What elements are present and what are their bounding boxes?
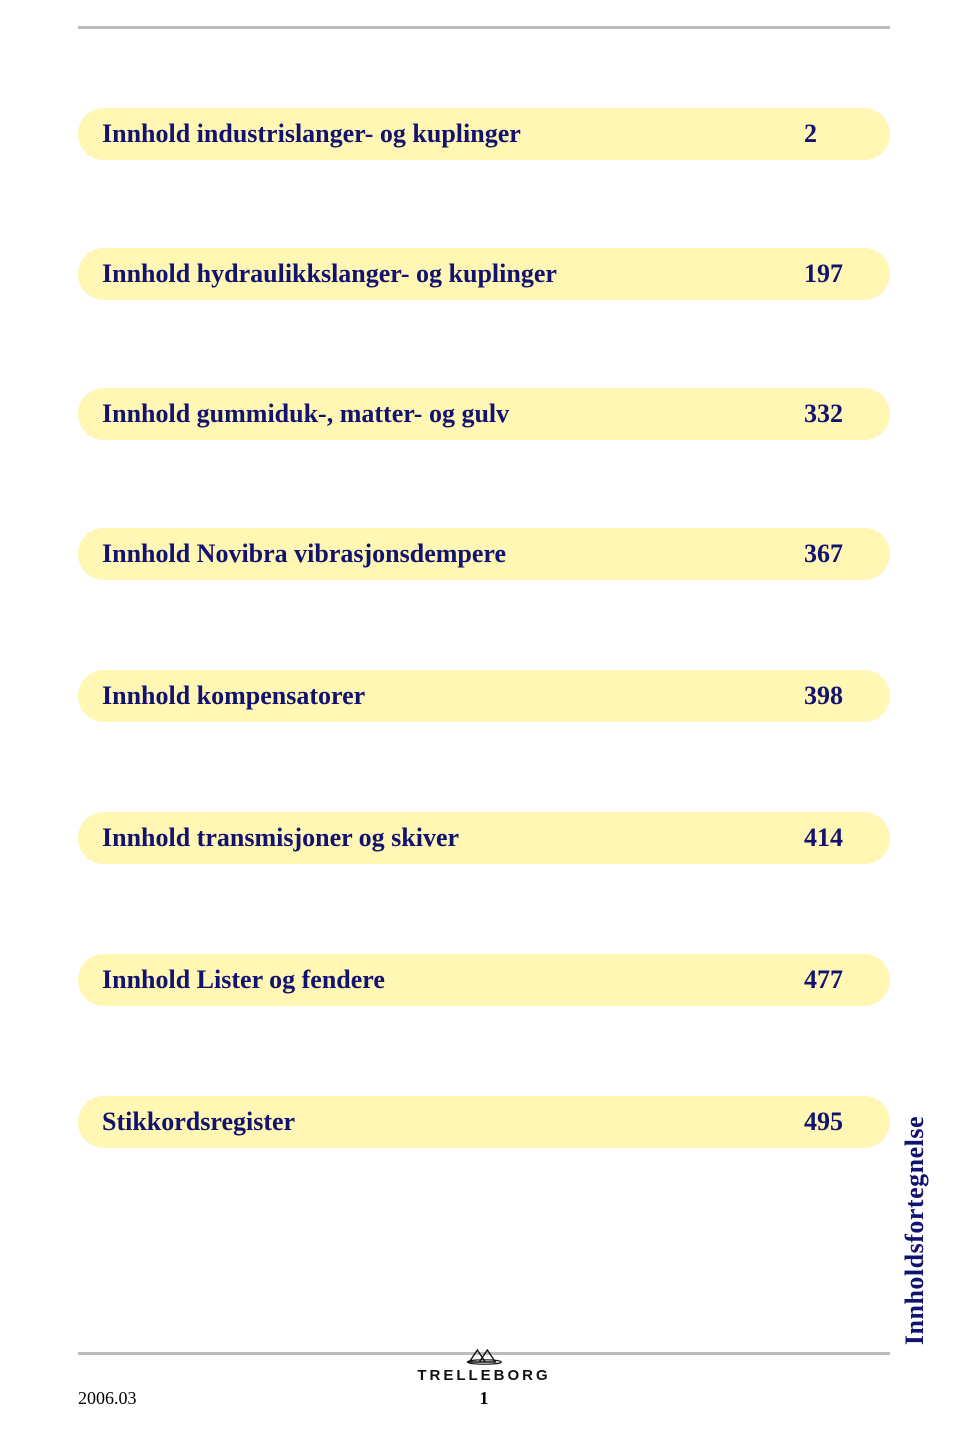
toc-item[interactable]: Innhold hydraulikkslanger- og kuplinger … — [78, 248, 890, 300]
toc-item[interactable]: Innhold Novibra vibrasjonsdempere 367 — [78, 528, 890, 580]
toc-item-label: Innhold Novibra vibrasjonsdempere — [102, 539, 804, 569]
toc-item-label: Innhold industrislanger- og kuplinger — [102, 119, 804, 149]
toc-item[interactable]: Innhold industrislanger- og kuplinger 2 — [78, 108, 890, 160]
page: Innhold industrislanger- og kuplinger 2 … — [0, 0, 960, 1429]
footer-date: 2006.03 — [78, 1388, 137, 1409]
toc-item-page: 414 — [804, 823, 864, 853]
brand-logo-icon — [465, 1347, 503, 1365]
brand-logo: TRELLEBORG — [417, 1347, 550, 1384]
footer: 2006.03 TRELLEBORG 1 — [78, 1363, 890, 1409]
toc-item-label: Innhold hydraulikkslanger- og kuplinger — [102, 259, 804, 289]
toc-item[interactable]: Innhold transmisjoner og skiver 414 — [78, 812, 890, 864]
toc-item-page: 332 — [804, 399, 864, 429]
toc-item-label: Innhold gummiduk-, matter- og gulv — [102, 399, 804, 429]
footer-right-spacer — [886, 1388, 891, 1409]
toc-item[interactable]: Innhold kompensatorer 398 — [78, 670, 890, 722]
footer-page-number: 1 — [417, 1384, 550, 1409]
toc-item-label: Stikkordsregister — [102, 1107, 804, 1137]
toc-item-page: 367 — [804, 539, 864, 569]
side-section-label: Innholdsfortegnelse — [900, 1116, 930, 1345]
toc-item[interactable]: Innhold gummiduk-, matter- og gulv 332 — [78, 388, 890, 440]
toc-item-page: 197 — [804, 259, 864, 289]
toc-item-label: Innhold transmisjoner og skiver — [102, 823, 804, 853]
toc-item-page: 2 — [804, 119, 864, 149]
toc-item-label: Innhold kompensatorer — [102, 681, 804, 711]
top-rule — [78, 26, 890, 29]
footer-center: TRELLEBORG 1 — [417, 1347, 550, 1409]
toc-item-page: 495 — [804, 1107, 864, 1137]
toc-item-page: 477 — [804, 965, 864, 995]
toc-item[interactable]: Stikkordsregister 495 — [78, 1096, 890, 1148]
toc-item[interactable]: Innhold Lister og fendere 477 — [78, 954, 890, 1006]
brand-name: TRELLEBORG — [417, 1367, 550, 1384]
toc-item-page: 398 — [804, 681, 864, 711]
toc-item-label: Innhold Lister og fendere — [102, 965, 804, 995]
toc-list: Innhold industrislanger- og kuplinger 2 … — [78, 108, 890, 1148]
